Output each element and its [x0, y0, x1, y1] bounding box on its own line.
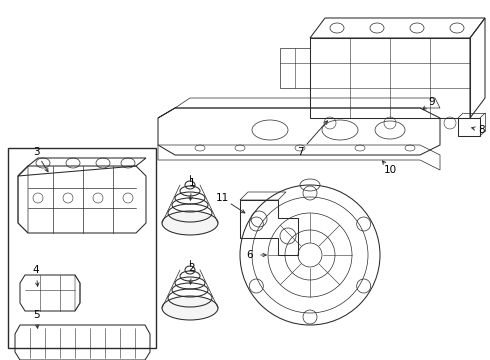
Ellipse shape [162, 296, 218, 320]
Text: 9: 9 [429, 97, 435, 107]
Text: 5: 5 [33, 310, 39, 320]
Bar [458, 118, 480, 136]
Text: 1: 1 [189, 178, 196, 188]
Text: 3: 3 [33, 147, 39, 157]
Text: 7: 7 [296, 147, 303, 157]
Text: 2: 2 [189, 263, 196, 273]
Text: 6: 6 [246, 250, 253, 260]
Text: 10: 10 [384, 165, 396, 175]
Text: 4: 4 [33, 265, 39, 275]
Text: 8: 8 [479, 125, 485, 135]
Text: 11: 11 [216, 193, 229, 203]
Ellipse shape [162, 211, 218, 235]
Bar [8, 148, 156, 348]
